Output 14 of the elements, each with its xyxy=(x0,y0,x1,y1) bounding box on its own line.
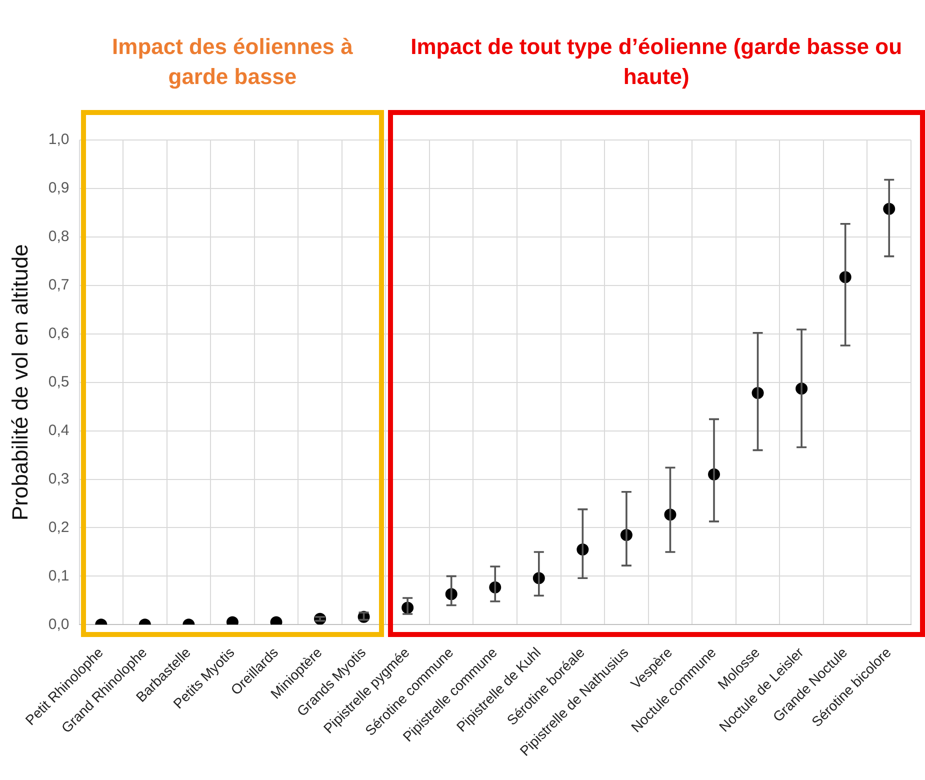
y-tick-label: 0,8 xyxy=(48,228,70,246)
y-tick-label: 0,9 xyxy=(48,180,70,197)
y-tick-label: 0,7 xyxy=(48,276,70,294)
y-tick-label: 0,6 xyxy=(48,325,70,342)
text: Impact de tout type d’éolienne (garde basse ou haute) xyxy=(410,33,904,91)
y-tick-label: 1,0 xyxy=(48,131,70,148)
y-tick-label: 0,2 xyxy=(48,518,70,536)
y-tick-label: 0,3 xyxy=(48,470,70,488)
y-axis-title: Probabilité de vol en altitude xyxy=(7,244,32,521)
text: Impact des éoliennes à garde basse xyxy=(111,33,354,91)
y-tick-label: 0,0 xyxy=(48,616,70,633)
y-tick-label: 0,5 xyxy=(48,373,70,390)
y-tick-label: 0,4 xyxy=(48,422,70,439)
y-tick-label: 0,1 xyxy=(48,567,70,584)
